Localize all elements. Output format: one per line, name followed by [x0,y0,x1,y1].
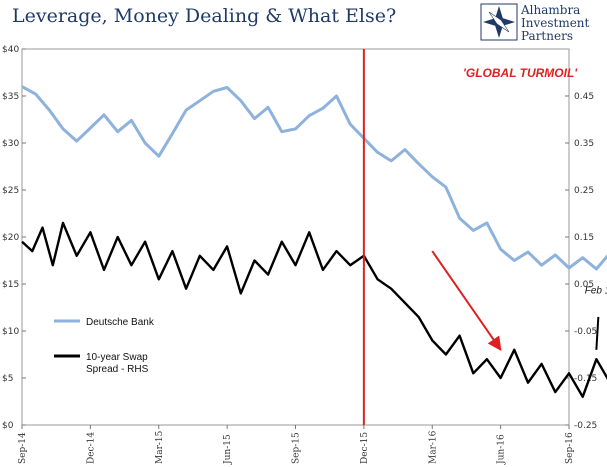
y-right-tick-label: 0.45 [574,92,594,102]
y-right-tick-label: 0.05 [574,280,594,290]
y-right-tick-label: 0.35 [574,139,594,149]
y-left-tick-label: $40 [2,45,19,55]
y-right-tick-label: -0.15 [574,374,597,384]
y-left-tick-label: $30 [2,139,19,149]
global-turmoil-label: 'GLOBAL TURMOIL' [463,66,578,80]
logo-line-3: Partners [521,29,573,43]
y-left-tick-label: $20 [2,233,19,243]
feb-11-spike [595,316,600,350]
x-tick-label: Jun-15 [223,434,233,465]
axes: $0 $5 $10 $15 $20 $25 $30 $35 $40 -0.25 -0.15 -0.05… [2,45,597,465]
legend-label-swap-spread: 10-year Swap Spread - RHS [86,352,149,375]
x-tick-label: Sep-14 [18,432,28,464]
feb-11-label: Feb 11 [585,285,607,296]
y-left-tick-label: $10 [2,327,19,337]
legend-label-deutsche-bank: Deutsche Bank [86,317,155,328]
overlay-layer [362,49,600,425]
y-right-tick-label: -0.05 [574,327,597,337]
legend: Deutsche Bank 10-year Swap Spread - RHS [54,317,155,375]
chart-title: Leverage, Money Dealing & What Else? [12,5,396,27]
x-tick-label: Sep-16 [565,432,575,464]
compass-star-icon [480,3,518,41]
y-right-tick-label: 0.25 [574,186,594,196]
series-line-deutsche-bank [21,85,607,271]
y-left-tick-label: $0 [2,421,14,431]
x-tick-label: Jun-16 [497,434,507,465]
y-left-tick-label: $15 [2,280,19,290]
x-tick-label: Dec-14 [86,432,96,464]
series-layer [21,85,607,398]
x-tick-label: Mar-16 [428,430,438,464]
x-tick-label: Sep-15 [292,432,302,464]
logo: Alhambra Investment Partners [480,3,590,43]
y-left-tick-label: $5 [2,374,13,384]
y-left-tick-label: $35 [2,92,19,102]
logo-line-1: Alhambra [520,3,580,17]
y-right-tick-label: -0.25 [574,421,597,431]
y-right-tick-label: 0.15 [574,233,594,243]
logo-line-2: Investment [521,16,590,30]
x-tick-label: Mar-15 [155,430,165,464]
red-trend-arrow [431,250,502,351]
y-left-tick-label: $25 [2,186,19,196]
x-tick-label: Dec-15 [360,432,370,464]
series-line-swap-spread [21,221,607,398]
